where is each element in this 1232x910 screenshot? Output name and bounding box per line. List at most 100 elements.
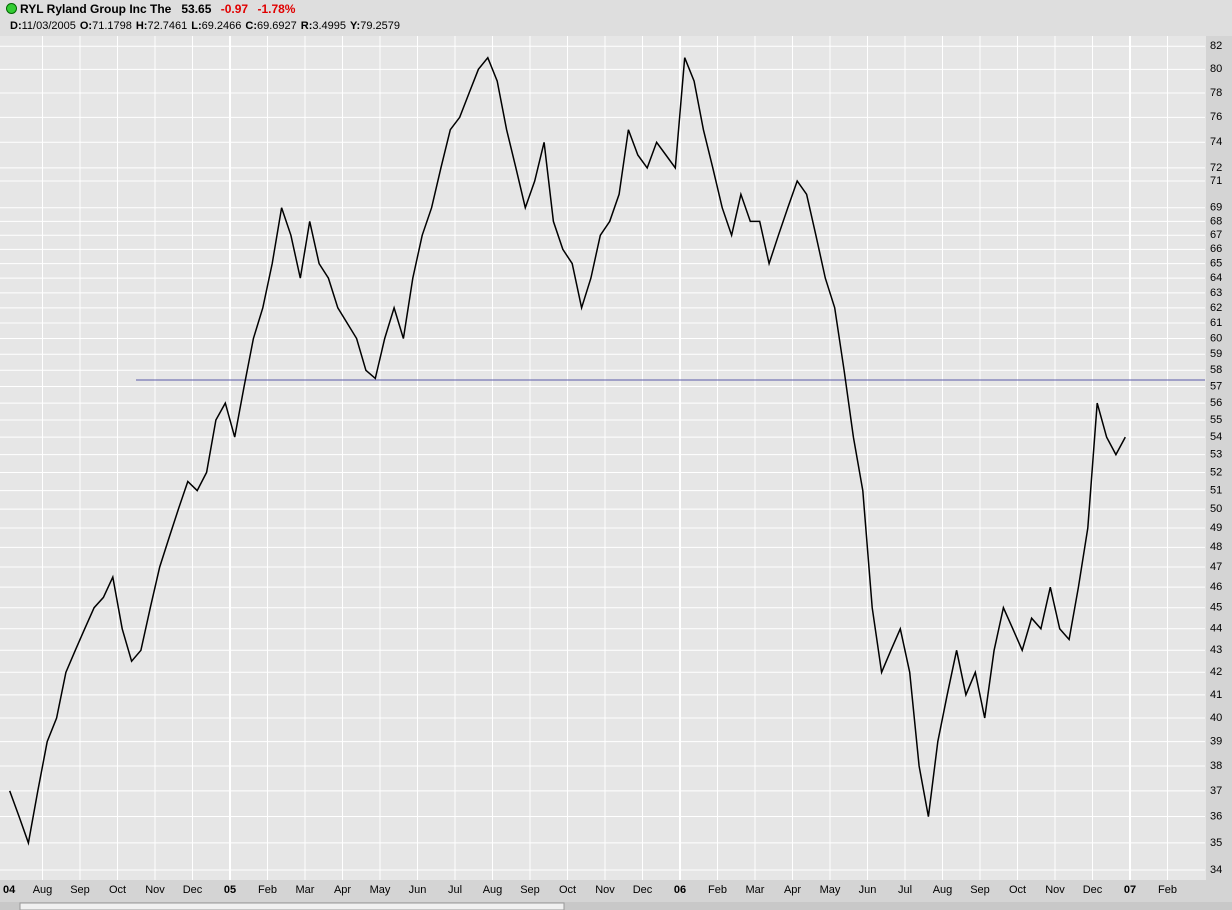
x-tick-label: Nov [595, 884, 615, 896]
x-tick-label: May [820, 884, 841, 896]
symbol: RYL Ryland Group Inc The [20, 2, 172, 16]
x-tick-label: Jul [448, 884, 462, 896]
y-tick-label: 36 [1210, 810, 1222, 822]
x-tick-label: Aug [33, 884, 53, 896]
y-tick-label: 57 [1210, 380, 1222, 392]
y-tick-label: 40 [1210, 712, 1222, 724]
x-tick-label: 05 [224, 884, 236, 896]
info-label: D: [10, 20, 22, 32]
info-label: R: [300, 20, 313, 32]
x-tick-label: 06 [674, 884, 686, 896]
info-value: 69.6927 [257, 20, 297, 32]
status-icon [6, 3, 17, 14]
x-tick-label: Dec [1083, 884, 1103, 896]
change-pct: -1.78% [257, 2, 296, 16]
info-value: 11/03/2005 [21, 20, 76, 32]
y-tick-label: 44 [1210, 623, 1222, 635]
y-tick-label: 42 [1210, 666, 1222, 678]
x-tick-label: Aug [933, 884, 953, 896]
info-value: 3.4995 [312, 20, 347, 32]
change: -0.97 [220, 2, 249, 16]
y-tick-label: 54 [1210, 431, 1222, 443]
x-tick-label: Sep [520, 884, 540, 896]
x-tick-label: Oct [109, 884, 126, 896]
title-line: RYL Ryland Group Inc The 53.65 -0.97 -1.… [6, 2, 295, 16]
y-tick-label: 47 [1210, 561, 1222, 573]
y-tick-label: 38 [1210, 760, 1222, 772]
scrollbar[interactable] [0, 902, 1232, 910]
y-tick-label: 55 [1210, 414, 1222, 426]
x-tick-label: Jul [898, 884, 912, 896]
y-tick-label: 49 [1210, 522, 1222, 534]
y-tick-label: 71 [1210, 175, 1222, 187]
info-label: Y: [350, 20, 361, 32]
scrollbar-thumb[interactable] [19, 902, 565, 910]
y-tick-label: 80 [1210, 63, 1222, 75]
y-tick-label: 51 [1210, 485, 1222, 497]
x-tick-label: Dec [183, 884, 203, 896]
y-tick-label: 82 [1210, 40, 1222, 52]
x-tick-label: May [370, 884, 391, 896]
y-tick-label: 59 [1210, 348, 1222, 360]
x-tick-label: Feb [258, 884, 277, 896]
last-price: 53.65 [181, 2, 212, 16]
x-tick-label: Apr [334, 884, 351, 896]
x-tick-label: Nov [145, 884, 165, 896]
x-tick-label: Jun [859, 884, 877, 896]
y-tick-label: 50 [1210, 503, 1222, 515]
info-label: O: [79, 20, 93, 32]
y-tick-label: 62 [1210, 302, 1222, 314]
info-label: C: [245, 20, 257, 32]
y-tick-label: 74 [1210, 136, 1222, 148]
x-tick-label: 04 [3, 884, 16, 896]
y-tick-label: 60 [1210, 332, 1222, 344]
info-label: L: [191, 20, 202, 32]
info-line: D:11/03/2005 O:71.1798 H:72.7461 L:69.2466 C… [6, 20, 400, 32]
y-tick-label: 67 [1210, 229, 1222, 241]
y-tick-label: 68 [1210, 215, 1222, 227]
header: RYL Ryland Group Inc The 53.65 -0.97 -1.… [0, 0, 1232, 36]
y-tick-label: 45 [1210, 602, 1222, 614]
y-tick-label: 76 [1210, 111, 1222, 123]
price-line [8, 56, 1126, 846]
y-tick-label: 39 [1210, 736, 1222, 748]
y-tick-label: 35 [1210, 837, 1222, 849]
plot-area [0, 36, 1206, 880]
y-tick-label: 58 [1210, 364, 1222, 376]
x-tick-label: Apr [784, 884, 801, 896]
y-tick-label: 72 [1210, 162, 1222, 174]
info-value: 72.7461 [147, 20, 188, 32]
y-tick-label: 61 [1210, 317, 1222, 329]
x-tick-label: Nov [1045, 884, 1065, 896]
x-tick-label: Oct [559, 884, 576, 896]
x-tick-label: Aug [483, 884, 503, 896]
y-tick-label: 66 [1210, 243, 1222, 255]
info-value: 71.1798 [92, 20, 132, 32]
x-tick-label: 07 [1124, 884, 1136, 896]
y-tick-label: 63 [1210, 287, 1222, 299]
y-tick-label: 65 [1210, 258, 1222, 270]
x-tick-label: Dec [633, 884, 653, 896]
y-tick-label: 56 [1210, 397, 1222, 409]
x-tick-label: Feb [708, 884, 727, 896]
y-tick-label: 64 [1210, 272, 1222, 284]
y-tick-label: 37 [1210, 785, 1222, 797]
y-tick-label: 41 [1210, 689, 1222, 701]
x-tick-label: Jun [409, 884, 427, 896]
info-value: 69.2466 [201, 20, 242, 32]
y-tick-label: 46 [1210, 581, 1222, 593]
y-tick-label: 52 [1210, 466, 1222, 478]
x-tick-label: Mar [296, 884, 315, 896]
y-tick-label: 43 [1210, 644, 1222, 656]
y-tick-label: 53 [1210, 449, 1222, 461]
info-label: H: [135, 20, 148, 32]
y-tick-label: 69 [1210, 202, 1222, 214]
x-tick-label: Feb [1158, 884, 1177, 896]
x-tick-label: Mar [746, 884, 765, 896]
y-tick-label: 78 [1210, 87, 1222, 99]
x-tick-label: Oct [1009, 884, 1026, 896]
y-tick-label: 48 [1210, 541, 1222, 553]
info-value: 79.2579 [360, 20, 400, 32]
